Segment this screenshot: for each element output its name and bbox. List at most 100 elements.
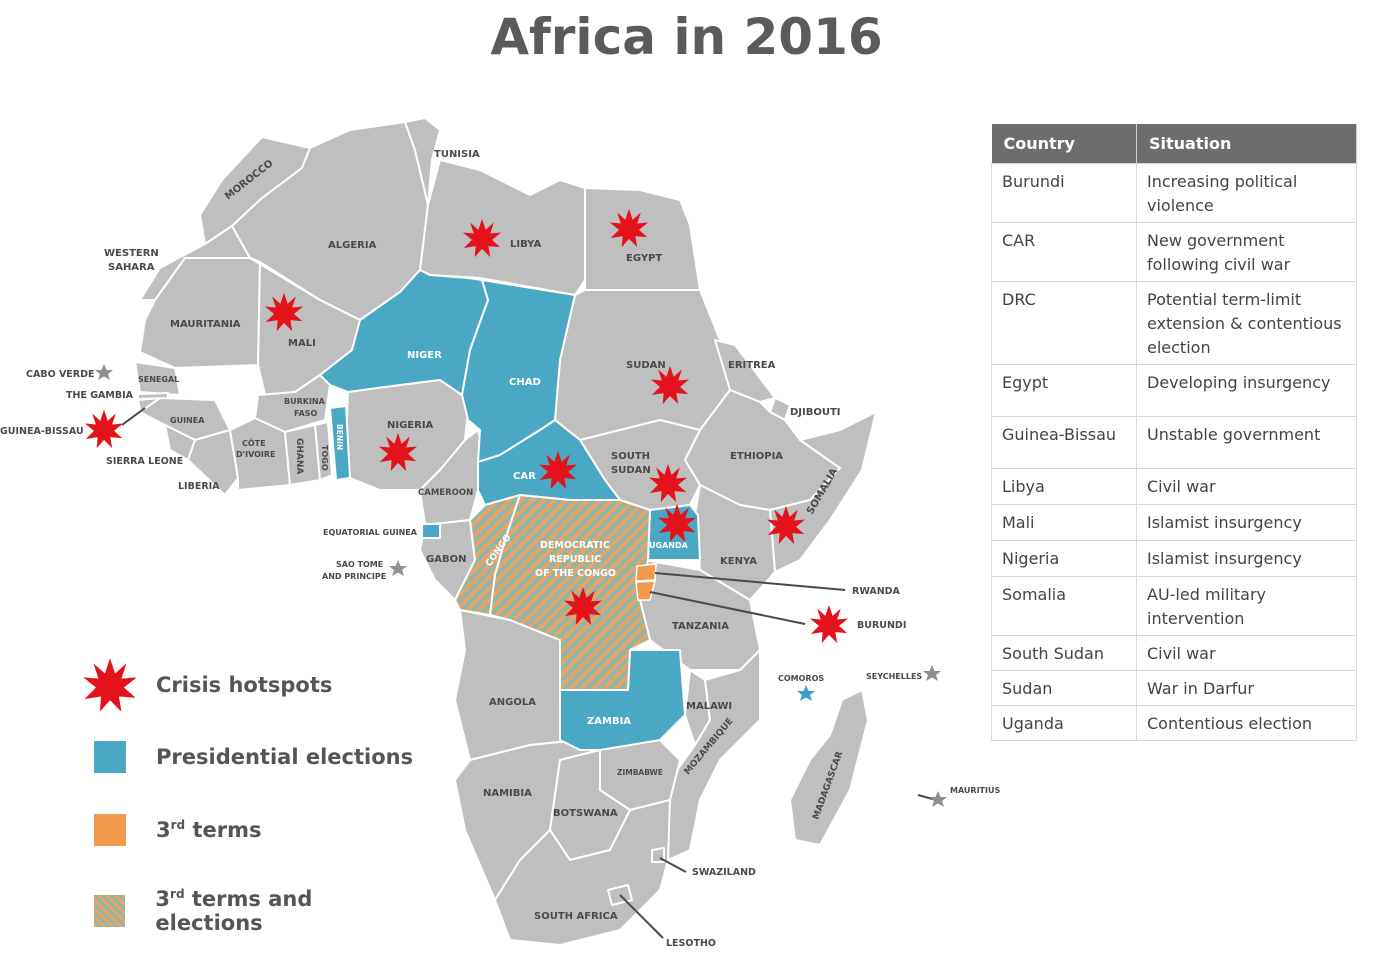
label-cameroon: CAMEROON: [418, 488, 473, 498]
cell-country: Nigeria: [991, 540, 1137, 577]
label-sao-tome-1: SAO TOME: [336, 560, 383, 569]
label-zimbabwe: ZIMBABWE: [617, 768, 663, 777]
country-togo: [314, 421, 333, 481]
label-western-sahara-2: SAHARA: [108, 262, 155, 273]
label-burkina-1: BURKINA: [284, 397, 326, 406]
presidential-elections-countries: [319, 269, 701, 751]
country-burundi: [635, 580, 656, 601]
label-chad: CHAD: [509, 377, 541, 388]
country-libya: [419, 159, 586, 296]
label-comoros: COMOROS: [778, 674, 824, 683]
legend-item-third-terms-elections: 3rd terms and elections: [82, 887, 422, 935]
country-senegal: [134, 361, 181, 396]
cell-situation: Civil war: [1136, 468, 1357, 505]
cabo-verde-star-icon: [95, 364, 113, 380]
label-cote-2: D'IVOIRE: [236, 450, 276, 459]
label-drc-1: DEMOCRATIC: [540, 540, 610, 551]
table-header-row: Country Situation: [991, 124, 1357, 164]
label-south-sudan-1: SOUTH: [611, 451, 650, 462]
table-row: CAR New government following civil war: [991, 222, 1357, 282]
page-title: Africa in 2016: [490, 8, 883, 66]
label-drc-3: OF THE CONGO: [535, 568, 616, 579]
legend-item-presidential: Presidential elections: [82, 741, 422, 773]
table-row: South Sudan Civil war: [991, 635, 1357, 671]
country-mozambique: [659, 649, 761, 861]
cell-country: Uganda: [991, 705, 1137, 741]
cell-country: South Sudan: [991, 635, 1137, 671]
table-row: Nigeria Islamist insurgency: [991, 540, 1357, 577]
country-tunisia: [404, 117, 441, 206]
label-namibia: NAMIBIA: [483, 788, 532, 799]
legend-item-third-terms: 3rd terms: [82, 814, 422, 846]
cell-country: Somalia: [991, 576, 1137, 636]
country-egypt: [584, 187, 701, 291]
third-terms-and-elections-countries: [454, 494, 651, 691]
label-guinea-bissau: GUINEA-BISSAU: [0, 426, 84, 437]
label-malawi: MALAWI: [686, 701, 732, 712]
pointer-guinea-bissau: [121, 407, 146, 426]
label-nigeria: NIGERIA: [387, 420, 434, 431]
cell-situation: Islamist insurgency: [1136, 504, 1357, 541]
label-car: CAR: [513, 471, 536, 482]
label-liberia: LIBERIA: [178, 481, 220, 492]
label-mali: MALI: [288, 338, 316, 349]
cell-country: Sudan: [991, 670, 1137, 706]
cell-country: Mali: [991, 504, 1137, 541]
label-niger: NIGER: [407, 350, 442, 361]
label-uganda: UGANDA: [649, 541, 689, 550]
pointer-lines: [121, 407, 937, 939]
cell-country: DRC: [991, 281, 1137, 365]
cell-situation: Civil war: [1136, 635, 1357, 671]
label-zambia: ZAMBIA: [587, 716, 631, 727]
table-row: Somalia AU-led military intervention: [991, 576, 1357, 636]
cell-situation: Potential term-limit extension & content…: [1136, 281, 1357, 365]
hotspot-burundi-icon: [809, 604, 849, 644]
cell-situation: War in Darfur: [1136, 670, 1357, 706]
sao-tome-star-icon: [389, 560, 407, 576]
label-ethiopia: ETHIOPIA: [730, 451, 783, 462]
label-burkina-2: FASO: [294, 409, 318, 418]
table-row: DRC Potential term-limit extension & con…: [991, 281, 1357, 365]
seychelles-star-icon: [923, 665, 941, 681]
cell-country: Libya: [991, 468, 1137, 505]
country-south-africa: [494, 799, 671, 946]
label-equatorial-guinea: EQUATORIAL GUINEA: [323, 528, 418, 537]
comoros-star-icon: [797, 685, 815, 701]
table-row: Burundi Increasing political violence: [991, 163, 1357, 223]
cell-country: CAR: [991, 222, 1137, 282]
country-burkina-faso: [254, 374, 331, 433]
swatch-presidential: [94, 741, 126, 773]
swatch-third-terms-elections: [94, 895, 126, 927]
label-eritrea: ERITREA: [728, 360, 776, 371]
label-seychelles: SEYCHELLES: [866, 672, 922, 681]
label-south-africa: SOUTH AFRICA: [534, 911, 618, 922]
cell-situation: Developing insurgency: [1136, 364, 1357, 417]
label-sao-tome-2: AND PRINCIPE: [322, 572, 386, 581]
situation-table: Country Situation Burundi Increasing pol…: [991, 124, 1357, 741]
table-row: Egypt Developing insurgency: [991, 364, 1357, 417]
header-country: Country: [991, 124, 1137, 164]
pointer-lesotho: [619, 894, 664, 939]
continent-base: [134, 117, 877, 946]
country-gambia: [137, 392, 169, 400]
label-benin: BENIN: [335, 424, 344, 450]
label-egypt: EGYPT: [626, 253, 662, 264]
cell-situation: Contentious election: [1136, 705, 1357, 741]
label-sierra-leone: SIERRA LEONE: [106, 456, 183, 467]
label-rwanda: RWANDA: [852, 586, 901, 597]
legend-label-crisis: Crisis hotspots: [156, 673, 333, 697]
label-libya: LIBYA: [510, 239, 541, 250]
country-madagascar: [789, 689, 869, 846]
table-row: Mali Islamist insurgency: [991, 504, 1357, 541]
pointer-rwanda: [654, 572, 846, 591]
table-row: Sudan War in Darfur: [991, 670, 1357, 706]
label-drc-2: REPUBLIC: [549, 554, 601, 565]
label-cabo-verde: CABO VERDE: [26, 369, 94, 380]
header-situation: Situation: [1136, 124, 1357, 164]
label-djibouti: DJIBOUTI: [790, 407, 841, 418]
label-togo: TOGO: [320, 445, 329, 471]
legend-item-crisis: Crisis hotspots: [82, 657, 422, 713]
label-cote-1: CÔTE: [242, 437, 266, 448]
cell-country: Egypt: [991, 364, 1137, 417]
label-botswana: BOTSWANA: [553, 808, 618, 819]
